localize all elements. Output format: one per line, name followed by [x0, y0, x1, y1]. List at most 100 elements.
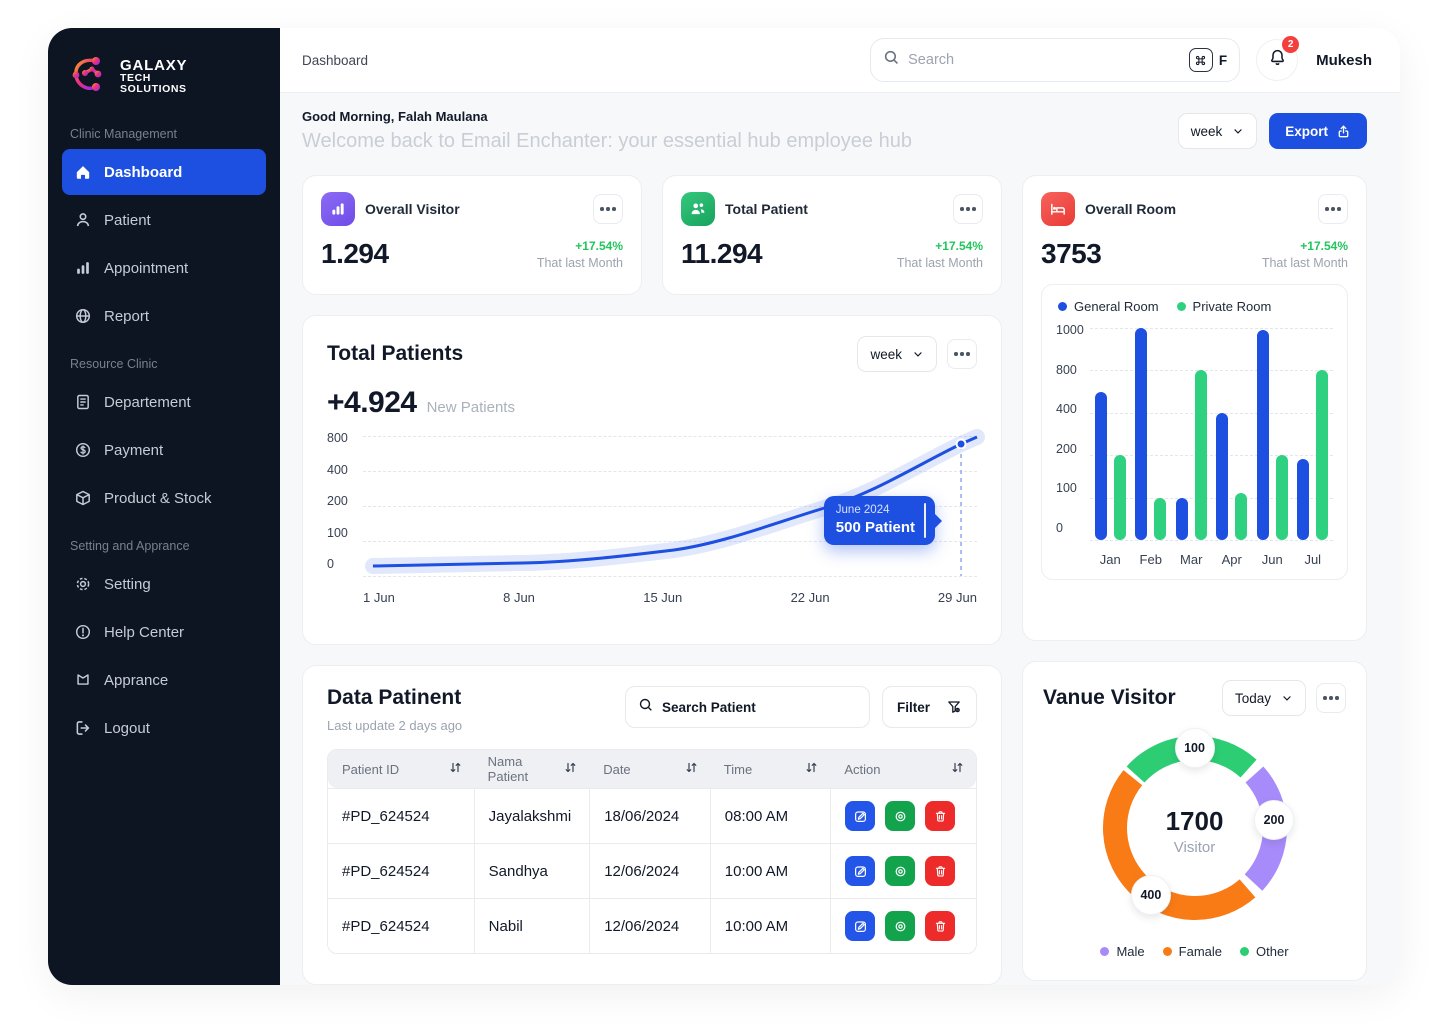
more-options-icon[interactable]: [947, 339, 977, 369]
column-header-date[interactable]: Date: [589, 750, 710, 788]
sort-icon[interactable]: [449, 761, 462, 777]
dollar-icon: [74, 441, 92, 459]
column-header-action[interactable]: Action: [830, 750, 976, 788]
delete-button[interactable]: [925, 911, 956, 941]
chevron-down-icon: [914, 352, 922, 357]
column-header-time[interactable]: Time: [710, 750, 831, 788]
filter-icon: [948, 701, 960, 713]
bar-private-room-apr: [1235, 493, 1248, 540]
view-button[interactable]: [885, 856, 916, 886]
delete-button[interactable]: [925, 801, 956, 831]
period-select[interactable]: week: [1177, 113, 1258, 149]
sidebar-item-apprance[interactable]: Apprance: [62, 657, 266, 703]
column-header-nama-patient[interactable]: Nama Patient: [474, 750, 590, 788]
logo: GALAXY TECH SOLUTIONS: [62, 46, 266, 109]
delete-button[interactable]: [925, 856, 956, 886]
cell-patient-name: Jayalakshmi: [473, 789, 590, 843]
edit-button[interactable]: [845, 911, 876, 941]
sidebar-item-payment[interactable]: Payment: [62, 427, 266, 473]
sort-icon[interactable]: [685, 761, 698, 777]
cell-date: 18/06/2024: [589, 789, 710, 843]
stat-delta: +17.54%: [1300, 239, 1348, 253]
box-icon: [74, 489, 92, 507]
global-search[interactable]: F: [870, 38, 1241, 82]
sidebar-item-dashboard[interactable]: Dashboard: [62, 149, 266, 195]
flag-icon: [74, 671, 92, 689]
user-icon: [74, 211, 92, 229]
bars-icon: [74, 259, 92, 277]
sidebar-item-help-center[interactable]: Help Center: [62, 609, 266, 655]
stat-title: Total Patient: [725, 201, 808, 217]
room-chart-panel: General Room Private Room 1000 800 400 200 10…: [1041, 284, 1348, 580]
view-button[interactable]: [885, 801, 916, 831]
cell-patient-id: #PD_624524: [342, 862, 430, 880]
sort-icon[interactable]: [564, 761, 577, 777]
bar-chart-icon: [321, 192, 355, 226]
edit-button[interactable]: [845, 801, 876, 831]
search-icon: [638, 697, 654, 718]
view-button[interactable]: [885, 911, 916, 941]
sidebar-item-product-stock[interactable]: Product & Stock: [62, 475, 266, 521]
stat-value: 11.294: [681, 238, 763, 269]
logo-text: GALAXY TECH SOLUTIONS: [120, 56, 188, 96]
stat-delta-caption: That last Month: [1261, 256, 1348, 270]
legend-item: General Room: [1058, 299, 1159, 314]
export-icon: [1338, 125, 1349, 137]
view-icon: [893, 864, 908, 879]
view-icon: [893, 919, 908, 934]
stat-value: 3753: [1041, 238, 1102, 269]
overall-room-card: Overall Room 3753 +17.54% That last Month…: [1022, 175, 1367, 641]
export-button[interactable]: Export: [1269, 113, 1367, 149]
sidebar-item-departement[interactable]: Departement: [62, 379, 266, 425]
chart-period-select[interactable]: week: [857, 336, 937, 372]
notification-badge: 2: [1282, 36, 1300, 53]
stat-title: Overall Visitor: [365, 201, 460, 217]
more-options-icon[interactable]: [1316, 683, 1346, 713]
sidebar-item-patient[interactable]: Patient: [62, 197, 266, 243]
legend-item: Male: [1100, 944, 1145, 959]
file-icon: [74, 393, 92, 411]
donut-period-select[interactable]: Today: [1221, 680, 1306, 716]
logout-icon: [74, 719, 92, 737]
sidebar-item-report[interactable]: Report: [62, 293, 266, 339]
view-icon: [893, 809, 908, 824]
line-chart-svg: [364, 429, 985, 576]
edit-button[interactable]: [845, 856, 876, 886]
greeting-title: Good Morning, Falah Maulana: [302, 109, 488, 124]
galaxy-logo-icon: [68, 52, 112, 101]
edit-icon: [853, 864, 868, 879]
stat-card-overall-visitor: Overall Visitor 1.294 +17.54% That last M…: [302, 175, 642, 295]
sort-icon[interactable]: [805, 761, 818, 777]
sidebar-item-logout[interactable]: Logout: [62, 705, 266, 751]
legend-item: Famale: [1162, 944, 1222, 959]
search-input[interactable]: [908, 52, 1181, 68]
column-header-patient-id[interactable]: Patient ID: [328, 750, 474, 788]
notifications-button[interactable]: 2: [1256, 36, 1300, 81]
sidebar-section-label: Clinic Management: [70, 127, 177, 141]
bell-icon: [1268, 48, 1287, 72]
more-options-icon[interactable]: [953, 194, 983, 224]
patient-search-input[interactable]: [661, 699, 857, 715]
section-title: Vanue Visitor: [1043, 686, 1176, 709]
bar-general-room-apr: [1216, 412, 1229, 540]
sidebar-item-setting[interactable]: Setting: [62, 561, 266, 607]
last-update-caption: Last update 2 days ago: [327, 718, 463, 733]
cell-patient-id: #PD_624524: [342, 807, 430, 825]
cell-patient-id: #PD_624524: [342, 917, 430, 935]
donut-value-badge: 200: [1254, 799, 1295, 840]
sidebar-item-appointment[interactable]: Appointment: [62, 245, 266, 291]
user-name[interactable]: Mukesh: [1316, 51, 1372, 69]
edit-icon: [853, 919, 868, 934]
filter-button[interactable]: Filter: [881, 686, 977, 728]
main-area: Dashboard F 2 Mukesh: [280, 28, 1400, 985]
patient-search[interactable]: [624, 686, 870, 728]
bar-general-room-mar: [1175, 497, 1188, 540]
patients-icon: [681, 192, 715, 226]
more-options-icon[interactable]: [1318, 194, 1348, 224]
table-row: #PD_624524 Sandhya 12/06/2024 10:00 AM: [328, 843, 976, 898]
sort-icon[interactable]: [951, 761, 964, 777]
sidebar-section-label: Setting and Apprance: [70, 539, 190, 553]
more-options-icon[interactable]: [593, 194, 623, 224]
alert-icon: [74, 623, 92, 641]
section-title: Total Patients: [327, 342, 464, 365]
